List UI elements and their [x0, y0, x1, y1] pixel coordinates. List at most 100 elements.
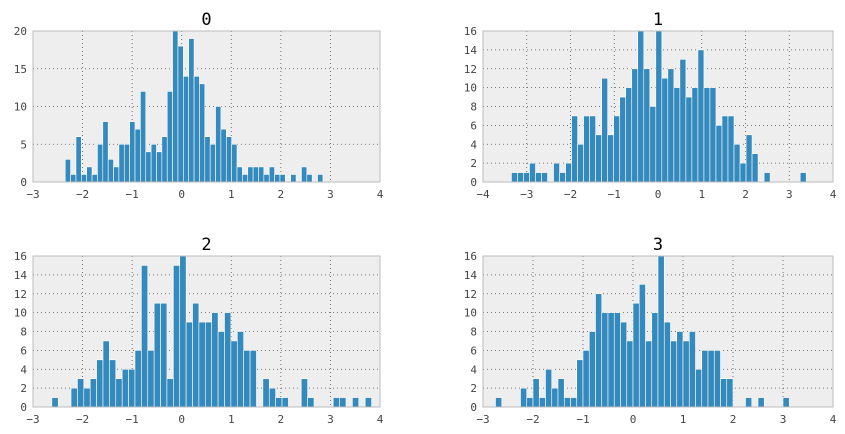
histogram-bar	[751, 153, 759, 183]
y-tick-label: 4	[20, 363, 27, 376]
x-tick-label: 0	[655, 188, 662, 201]
histogram-bar	[160, 302, 168, 408]
histogram-bar	[551, 387, 559, 408]
histogram-bar	[745, 397, 753, 408]
histogram-bar	[661, 77, 669, 183]
histogram-bar	[192, 302, 200, 408]
histogram-bar	[247, 166, 254, 183]
histogram-bar	[134, 128, 141, 183]
histogram-bar	[301, 166, 308, 183]
histogram-bar	[141, 265, 149, 408]
histogram-bar	[657, 255, 665, 408]
panel-title: 1	[653, 10, 663, 30]
histogram-bar	[691, 87, 699, 183]
histogram-bar	[620, 321, 628, 408]
histogram-bar	[645, 340, 653, 408]
histogram-bar	[113, 166, 120, 183]
histogram-bar	[625, 87, 633, 183]
histogram-bar	[193, 76, 200, 183]
histogram-bar	[352, 397, 360, 408]
y-tick-label: 14	[14, 269, 28, 282]
histogram-bar	[91, 174, 98, 183]
histogram-bar	[715, 125, 723, 183]
y-tick-label: 0	[20, 176, 27, 189]
x-tick-label: 0	[178, 188, 185, 201]
histogram-bar	[281, 397, 289, 408]
histogram-bar	[763, 172, 771, 183]
histogram-bar	[676, 331, 684, 408]
histogram-bar	[607, 312, 615, 408]
y-tick-label: 0	[470, 401, 477, 414]
y-tick-label: 15	[14, 63, 27, 76]
panel-title: 0	[201, 10, 211, 30]
histogram-bar	[799, 172, 807, 183]
y-tick-label: 8	[470, 101, 477, 114]
histogram-bar	[121, 368, 129, 408]
x-tick-label: −3	[476, 413, 489, 426]
x-tick-label: −1	[608, 188, 621, 201]
histogram-bar	[205, 321, 213, 408]
histogram-bar	[153, 302, 161, 408]
histogram-bar	[307, 397, 315, 408]
histogram-bar	[140, 91, 147, 183]
y-tick-label: 6	[470, 344, 477, 357]
histogram-bar	[697, 49, 705, 183]
histogram-bar	[541, 172, 548, 183]
histogram-bar	[563, 397, 571, 408]
histogram-bar	[118, 143, 125, 183]
histogram-bar	[619, 96, 627, 183]
y-tick-label: 8	[470, 326, 477, 339]
histogram-bar	[695, 368, 703, 408]
histogram-panel-0: −3 −2 −1 0 1 2 3 4 0 5 10 15 20 0	[14, 10, 384, 201]
histogram-bar	[583, 115, 590, 183]
y-tick-label: 4	[470, 138, 477, 151]
histogram-bar	[243, 350, 251, 408]
panel-title: 2	[201, 235, 211, 255]
histogram-bar	[545, 368, 553, 408]
histogram-bar	[565, 162, 572, 183]
histogram-bar	[663, 321, 671, 408]
histogram-bar	[526, 397, 534, 408]
x-tick-label: 3	[786, 188, 793, 201]
histogram-bar	[150, 143, 157, 183]
histogram-bar	[274, 174, 281, 183]
histogram-bar	[268, 166, 275, 183]
histogram-bar	[249, 350, 257, 408]
plot-frame	[32, 255, 381, 408]
x-tick-label: −2	[76, 413, 89, 426]
histogram-bar	[707, 350, 715, 408]
histogram-bar	[576, 359, 584, 408]
histogram-bar	[96, 359, 104, 408]
histogram-bar	[557, 378, 565, 408]
y-tick-label: 12	[14, 288, 27, 301]
histogram-bar	[571, 115, 578, 183]
histogram-bar	[782, 397, 790, 408]
histogram-bar	[631, 68, 639, 183]
x-tick-label: 3	[327, 413, 334, 426]
histogram-bar	[102, 340, 110, 408]
y-tick-label: 0	[470, 176, 477, 189]
x-tick-label: 2	[278, 413, 285, 426]
histogram-bar	[199, 83, 206, 183]
histogram-bar	[185, 321, 193, 408]
histogram-bar	[601, 77, 608, 183]
histogram-bar	[147, 350, 155, 408]
histogram-bar	[156, 151, 163, 183]
histogram-bar	[172, 30, 179, 183]
histogram-bar	[128, 368, 136, 408]
histogram-bar	[183, 76, 189, 183]
histogram-bar	[727, 115, 735, 183]
histogram-bar	[231, 143, 238, 183]
histogram-bar	[637, 30, 645, 183]
histogram-bar	[517, 172, 524, 183]
histogram-bar	[721, 115, 729, 183]
y-tick-label: 16	[14, 250, 27, 263]
y-tick-label: 10	[464, 307, 477, 320]
x-tick-label: 4	[830, 188, 837, 201]
histogram-bar	[670, 340, 678, 408]
histogram-bar	[649, 106, 657, 183]
histogram-bar	[364, 397, 372, 408]
histogram-bar	[739, 162, 747, 183]
histogram-bar	[107, 159, 114, 183]
y-tick-label: 6	[20, 344, 27, 357]
